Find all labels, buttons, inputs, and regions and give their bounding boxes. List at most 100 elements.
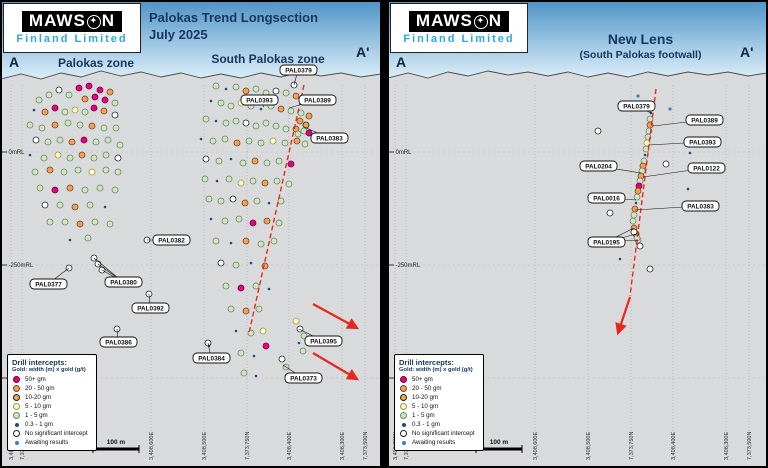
intercept-point-b bbox=[103, 205, 107, 209]
intercept-point-w bbox=[296, 325, 304, 333]
legend-item: Awaiting results bbox=[12, 438, 92, 447]
legend-symbol bbox=[12, 394, 21, 401]
intercept-point-m bbox=[305, 129, 313, 137]
intercept-point-g bbox=[285, 180, 293, 188]
panel-divider bbox=[381, 1, 388, 467]
intercept-point-g bbox=[294, 130, 302, 138]
intercept-point-g bbox=[227, 102, 235, 110]
intercept-point-a bbox=[668, 107, 672, 111]
intercept-point-g bbox=[270, 237, 278, 245]
intercept-point-g bbox=[202, 115, 210, 123]
intercept-point-m bbox=[262, 342, 270, 350]
intercept-point-g bbox=[252, 282, 260, 290]
drill-label: PAL0380 bbox=[110, 280, 137, 287]
legend-item: 5 - 10 gm bbox=[399, 402, 479, 411]
intercept-point-g bbox=[35, 96, 43, 104]
legend-item-label: 50+ gm bbox=[412, 376, 433, 383]
intercept-point-g bbox=[61, 108, 69, 116]
legend-item-label: No significant intercept bbox=[25, 430, 88, 437]
grid-coordinate-label: 3,408,600E bbox=[149, 432, 155, 460]
intercept-point-m bbox=[51, 186, 59, 194]
legend-item: 10-20 gm bbox=[399, 393, 479, 402]
title-line-1: New Lens bbox=[607, 31, 674, 47]
legend-symbol bbox=[399, 403, 408, 410]
drill-label-box bbox=[298, 94, 337, 106]
intercept-point-g bbox=[282, 125, 290, 133]
drill-label-box bbox=[104, 276, 143, 288]
red-arrow bbox=[312, 303, 360, 330]
legend-item: 0.3 - 1 gm bbox=[399, 420, 479, 429]
no-intercept-dot-icon bbox=[13, 430, 20, 437]
intercept-point-g bbox=[86, 201, 94, 209]
intercept-point-o bbox=[296, 117, 304, 125]
drill-label: PAL0393 bbox=[689, 140, 716, 147]
intercept-point-g bbox=[273, 177, 281, 185]
intercept-point-b bbox=[32, 108, 36, 112]
intercept-point-w bbox=[242, 119, 250, 127]
elevation-label: 0mRL bbox=[396, 150, 413, 156]
intercept-point-y bbox=[71, 106, 79, 114]
drill-label-box bbox=[284, 372, 323, 384]
legend-item: 20 - 50 gm bbox=[12, 384, 92, 393]
intercept-point-b bbox=[224, 87, 228, 91]
intercept-point-o bbox=[631, 205, 639, 213]
grid-coordinate-label: 7,373,500N bbox=[747, 432, 753, 460]
intercept-point-m bbox=[237, 284, 245, 292]
grid-coordinate-label: 3,408,500E bbox=[202, 432, 208, 460]
intercept-point-m bbox=[249, 219, 257, 227]
intercept-point-g bbox=[81, 108, 89, 116]
intercept-point-w bbox=[229, 195, 237, 203]
legend-item: 5 - 10 gm bbox=[12, 402, 92, 411]
intercept-point-g bbox=[91, 218, 99, 226]
intercept-point-g bbox=[74, 166, 82, 174]
drill-label: PAL0393 bbox=[246, 98, 273, 105]
grid-coordinate-label: 7,373,750N bbox=[245, 432, 251, 460]
intercept-point-g bbox=[272, 122, 280, 130]
drill-label: PAL0383 bbox=[687, 204, 714, 211]
intercept-point-w bbox=[114, 154, 122, 162]
intercept-point-b bbox=[649, 111, 653, 115]
intercept-point-g bbox=[217, 197, 225, 205]
intercept-point-b bbox=[254, 374, 258, 378]
intercept-point-g bbox=[112, 124, 120, 132]
page-title: Palokas Trend Longsection July 2025 bbox=[149, 10, 318, 44]
legend-item: No significant intercept bbox=[399, 429, 479, 438]
intercept-point-g bbox=[629, 217, 637, 225]
zone-label: South Palokas zone bbox=[211, 52, 325, 66]
intercept-point-w bbox=[662, 160, 670, 168]
legend-item-label: 0.3 - 1 gm bbox=[25, 421, 53, 428]
drill-label: PAL0122 bbox=[693, 166, 720, 173]
legend-item-label: Awaiting results bbox=[412, 439, 456, 446]
drill-label: PAL0389 bbox=[691, 118, 718, 125]
intercept-point-g bbox=[249, 177, 257, 185]
intercept-point-b bbox=[215, 179, 219, 183]
drill-label-box bbox=[279, 64, 318, 76]
drill-label-box bbox=[29, 278, 68, 290]
intercept-point-m bbox=[96, 86, 104, 94]
compass-icon: ✦ bbox=[86, 14, 101, 29]
legend-symbol bbox=[399, 430, 408, 437]
mawson-subtitle: Finland Limited bbox=[403, 32, 515, 45]
intercept-point-g bbox=[252, 85, 260, 93]
intercept-dot-icon bbox=[400, 394, 407, 401]
intercept-point-o bbox=[51, 121, 59, 129]
legend-symbol bbox=[12, 412, 21, 419]
intercept-point-m bbox=[80, 136, 88, 144]
intercept-point-g bbox=[225, 175, 233, 183]
legend-symbol bbox=[12, 376, 21, 383]
panel-palokas-trend: PAL0379 PAL0393 PAL0389 PAL0383 PAL0382 PAL03… bbox=[1, 1, 381, 467]
legend-item: No significant intercept bbox=[12, 429, 92, 438]
drill-label-box bbox=[587, 236, 626, 248]
legend-subtitle: Gold: width (m) x gold (g/t) bbox=[399, 367, 473, 373]
drill-label-box bbox=[310, 132, 349, 144]
intercept-point-g bbox=[263, 159, 271, 167]
intercept-point-g bbox=[64, 119, 72, 127]
legend-symbol bbox=[12, 440, 21, 445]
mawson-logo: MAWS ✦ N Finland Limited bbox=[3, 3, 141, 53]
intercept-point-o bbox=[263, 217, 271, 225]
intercept-point-o bbox=[81, 95, 89, 103]
intercept-point-g bbox=[114, 168, 122, 176]
drill-label: PAL0379 bbox=[623, 104, 650, 111]
legend-item: 0.3 - 1 gm bbox=[12, 420, 92, 429]
intercept-point-w bbox=[217, 259, 225, 267]
